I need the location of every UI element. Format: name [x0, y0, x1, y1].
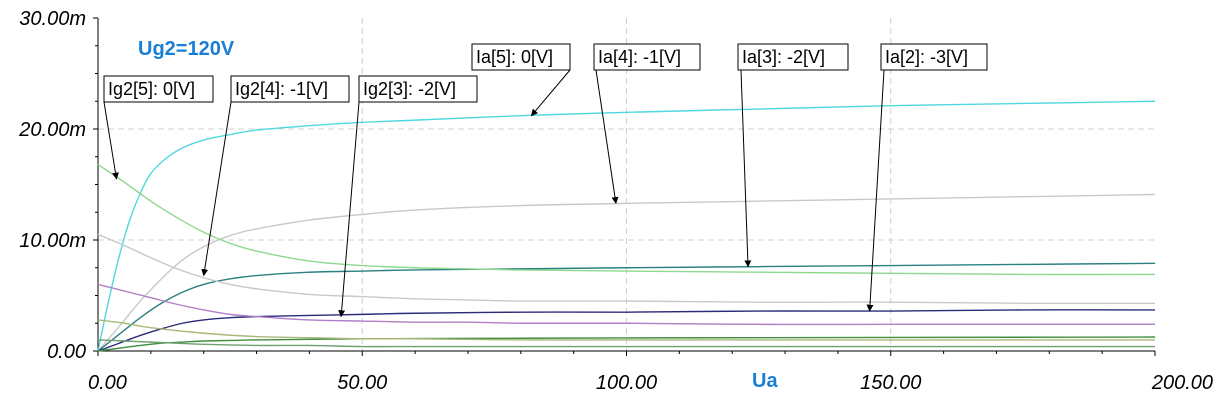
- callout-box-0: [471, 43, 571, 71]
- series-line-9: [97, 339, 1155, 348]
- y-tick-label: 30.00m: [19, 8, 86, 30]
- series-line-2: [97, 262, 1156, 352]
- callout-label-4: Ig2[5]: 0[V]: [108, 79, 195, 99]
- callout-arrow-0: [530, 69, 571, 117]
- series-line-5: [97, 163, 1156, 276]
- callout-arrow-6: [338, 101, 360, 318]
- callout-label-5: Ig2[4]: -1[V]: [235, 79, 328, 99]
- x-axis-title: Ua: [752, 370, 778, 392]
- callout-box-3: [880, 43, 988, 71]
- callout-6: Ig2[3]: -2[V]: [358, 75, 478, 103]
- callout-label-2: Ia[3]: -2[V]: [742, 47, 825, 67]
- callout-label-0: Ia[5]: 0[V]: [476, 47, 553, 67]
- x-tick-label: 50.00: [337, 372, 387, 394]
- callout-4: Ig2[5]: 0[V]: [103, 75, 214, 103]
- callout-1: Ia[4]: -1[V]: [593, 43, 701, 71]
- callout-box-5: [230, 75, 350, 103]
- y-tick-label: 10.00m: [19, 230, 86, 252]
- series-line-0: [97, 100, 1156, 352]
- callout-box-4: [103, 75, 214, 103]
- callout-arrow-4: [103, 101, 119, 180]
- callout-3: Ia[2]: -3[V]: [880, 43, 988, 71]
- callout-label-6: Ig2[3]: -2[V]: [363, 79, 456, 99]
- callout-label-3: Ia[2]: -3[V]: [885, 47, 968, 67]
- callout-0: Ia[5]: 0[V]: [471, 43, 571, 71]
- y-tick-label: 0.00: [47, 341, 86, 363]
- axes-layer: 0.00 10.00m 20.00m 30.00m 0.00 50.00 100.00 150…: [18, 8, 1213, 394]
- chart-title: Ug2=120V: [138, 38, 235, 60]
- y-tick-label: 20.00m: [18, 119, 86, 141]
- callout-box-1: [593, 43, 701, 71]
- callout-box-2: [737, 43, 849, 71]
- callout-arrows: [103, 69, 885, 318]
- callout-5: Ig2[4]: -1[V]: [230, 75, 350, 103]
- x-tick-label: 150.00: [860, 372, 921, 394]
- callout-label-1: Ia[4]: -1[V]: [598, 47, 681, 67]
- callout-boxes: Ia[5]: 0[V] Ia[4]: -1[V] Ia[3]: -2[V] Ia[2]…: [103, 43, 988, 103]
- callout-arrow-3: [866, 69, 885, 312]
- callout-arrow-5: [201, 101, 232, 277]
- grid-layer: [98, 18, 1155, 351]
- callout-box-6: [358, 75, 478, 103]
- callout-arrow-2: [740, 69, 752, 268]
- series-layer: [97, 100, 1156, 352]
- callout-2: Ia[3]: -2[V]: [737, 43, 849, 71]
- callout-arrow-1: [595, 69, 619, 205]
- x-tick-label: 200.00: [1151, 372, 1213, 394]
- x-tick-label: 100.00: [596, 372, 657, 394]
- series-line-7: [97, 283, 1155, 326]
- x-tick-label: 0.00: [88, 372, 127, 394]
- series-line-6: [97, 233, 1156, 305]
- series-line-8: [97, 319, 1155, 341]
